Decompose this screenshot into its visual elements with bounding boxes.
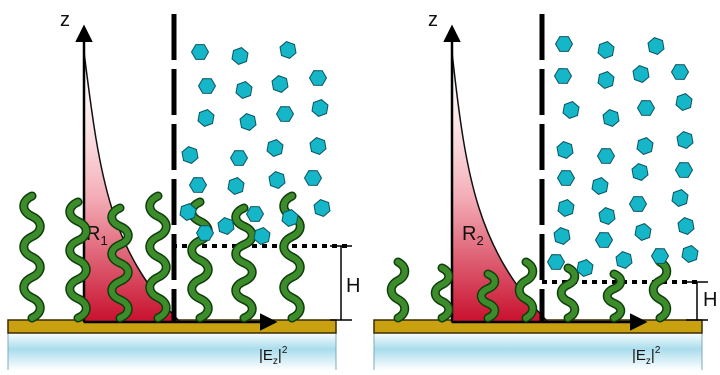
nanoparticle bbox=[632, 65, 650, 83]
nanoparticle bbox=[553, 227, 571, 245]
nanoparticle bbox=[309, 137, 327, 155]
panel-right: z R2 H |Ez|2 bbox=[373, 9, 717, 370]
intensity-label: |Ez|2 bbox=[259, 345, 288, 367]
nanoparticle bbox=[217, 217, 235, 235]
nanoparticle bbox=[556, 141, 574, 159]
polymer-chain bbox=[478, 271, 498, 321]
nanoparticle bbox=[597, 71, 615, 89]
nanoparticle bbox=[313, 199, 331, 217]
polymer-chain bbox=[188, 199, 212, 321]
panel-left: z R1 H |Ez|2 bbox=[7, 9, 360, 370]
glass-prism bbox=[374, 332, 702, 370]
polymer-chain bbox=[558, 265, 578, 321]
nanoparticle bbox=[190, 44, 210, 60]
height-label: H bbox=[703, 289, 717, 311]
z-axis-label: z bbox=[428, 9, 438, 31]
nanoparticle bbox=[562, 101, 580, 119]
nanoparticle bbox=[195, 225, 215, 241]
nanoparticle bbox=[546, 254, 566, 270]
nanoparticle bbox=[188, 177, 208, 193]
polymer-chain bbox=[20, 193, 44, 321]
nanoparticle bbox=[591, 177, 609, 195]
nanoparticle bbox=[197, 109, 215, 127]
glass-prism bbox=[8, 332, 336, 370]
nanoparticle bbox=[245, 206, 265, 222]
polymer-chain bbox=[432, 265, 452, 321]
nanoparticle bbox=[615, 251, 633, 269]
nanoparticle bbox=[181, 146, 199, 164]
nanoparticle bbox=[597, 41, 615, 59]
nanoparticle bbox=[239, 113, 257, 131]
intensity-label: |Ez|2 bbox=[632, 345, 661, 367]
height-label: H bbox=[346, 275, 360, 297]
nanoparticle bbox=[674, 162, 694, 178]
nanoparticle bbox=[271, 75, 289, 93]
polymer-chain bbox=[66, 199, 90, 321]
nanoparticle bbox=[681, 245, 699, 263]
nanoparticle bbox=[253, 227, 271, 245]
nanoparticle bbox=[598, 207, 616, 225]
nanoparticle bbox=[179, 203, 197, 221]
nanoparticle bbox=[229, 150, 249, 166]
nanoparticle bbox=[553, 68, 573, 84]
nanoparticle bbox=[596, 148, 616, 164]
reflectance-label: R2 bbox=[462, 223, 484, 248]
nanoparticle bbox=[636, 100, 656, 116]
polymer-chain bbox=[650, 259, 670, 321]
nanoparticle bbox=[675, 93, 693, 111]
nanoparticle bbox=[303, 170, 323, 186]
nanoparticle bbox=[647, 37, 665, 55]
nanoparticle bbox=[266, 139, 284, 157]
polymer-chain bbox=[604, 271, 624, 321]
nanoparticle bbox=[671, 189, 689, 207]
nanoparticle bbox=[557, 199, 575, 217]
nanoparticle bbox=[231, 47, 249, 65]
nanoparticle bbox=[235, 81, 253, 99]
nanoparticle bbox=[650, 248, 670, 264]
nanoparticle bbox=[576, 259, 594, 277]
field-profile-right bbox=[451, 51, 550, 323]
nanoparticle bbox=[636, 137, 654, 155]
polymer-chain bbox=[388, 259, 408, 321]
height-bracket bbox=[330, 245, 352, 321]
polymer-brush bbox=[386, 257, 672, 323]
field-profile-left bbox=[83, 51, 182, 323]
nanoparticle bbox=[227, 177, 245, 195]
nanoparticle bbox=[634, 223, 652, 241]
nanoparticle bbox=[670, 64, 690, 80]
nanoparticle bbox=[311, 99, 329, 117]
nanoparticle bbox=[268, 171, 286, 189]
nanoparticle bbox=[602, 109, 620, 127]
nanoparticle bbox=[279, 41, 297, 59]
polymer-chain bbox=[516, 259, 536, 321]
nanoparticle-cloud bbox=[179, 41, 331, 245]
nanoparticle bbox=[197, 78, 217, 94]
nanoparticle bbox=[676, 131, 694, 149]
nanoparticle bbox=[281, 209, 299, 227]
polymer-chain bbox=[146, 193, 170, 321]
polymer-brush bbox=[19, 191, 305, 323]
nanoparticle bbox=[556, 170, 576, 186]
z-axis-label: z bbox=[60, 9, 70, 31]
nanoparticle bbox=[554, 36, 574, 52]
nanoparticle bbox=[628, 196, 648, 212]
polymer-chain bbox=[232, 205, 256, 321]
nanoparticle bbox=[594, 232, 614, 248]
nanoparticle-cloud bbox=[546, 36, 699, 277]
nanoparticle bbox=[631, 163, 649, 181]
polymer-chain bbox=[108, 205, 132, 321]
nanoparticle bbox=[275, 106, 295, 122]
height-bracket bbox=[686, 281, 708, 321]
nanoparticle bbox=[308, 70, 328, 86]
nanoparticle bbox=[677, 217, 695, 235]
